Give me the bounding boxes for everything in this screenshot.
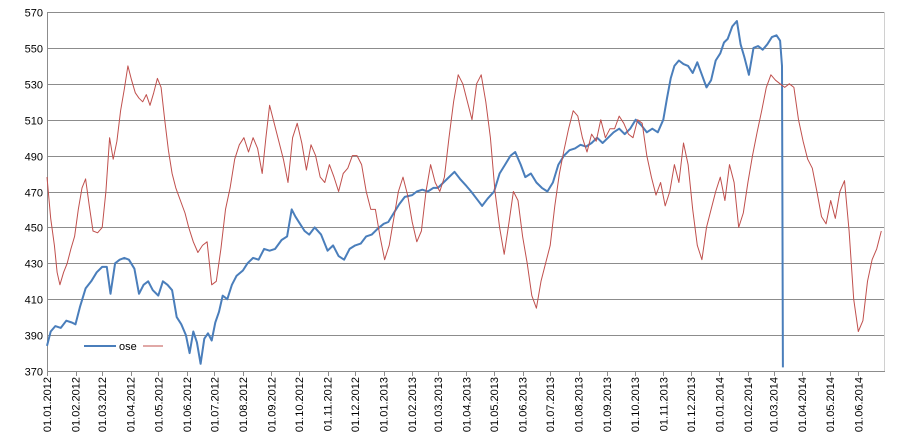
x-tick-label: 01.09.2012 [266, 377, 278, 432]
x-tick-label: 01.05.2012 [153, 377, 165, 432]
gridlines [47, 12, 885, 336]
x-tick-label: 01.06.2012 [182, 377, 194, 432]
y-tick-label: 450 [25, 223, 43, 235]
x-tick-label: 01.05.2013 [489, 377, 501, 432]
x-tick-label: 01.02.2012 [71, 377, 83, 432]
x-tick-label: 01.10.2012 [294, 377, 306, 432]
x-tick-label: 01.01.2013 [379, 377, 391, 432]
x-tick-label: 01.07.2013 [545, 377, 557, 432]
y-tick-label: 490 [25, 152, 43, 164]
x-tick-label: 01.12.2012 [350, 377, 362, 432]
x-tick-label: 01.02.2013 [407, 377, 419, 432]
legend-label-ose: ose [119, 341, 137, 353]
y-tick-label: 550 [25, 44, 43, 56]
x-tick-label: 01.12.2013 [686, 377, 698, 432]
x-axis: 01.01.2012 01.02.2012 01.03.2012 01.04.2012… [42, 371, 885, 432]
y-tick-label: 430 [25, 259, 43, 271]
y-tick-label: 530 [25, 80, 43, 92]
x-tick-label: 01.03.2013 [433, 377, 445, 432]
x-tick-label: 01.06.2014 [853, 377, 865, 432]
y-tick-label: 390 [25, 331, 43, 343]
series-line-ose [46, 20, 784, 368]
x-tick-label: 01.08.2012 [238, 377, 250, 432]
x-tick-label: 01.10.2013 [630, 377, 642, 432]
x-tick-label: 01.01.2014 [714, 377, 726, 432]
x-tick-label: 01.03.2012 [97, 377, 109, 432]
y-tick-label: 470 [25, 188, 43, 200]
x-tick-label: 01.01.2012 [42, 377, 54, 432]
x-tick-label: 01.07.2012 [209, 377, 221, 432]
y-axis: 370 390 410 430 450 470 490 510 530 550 570 [25, 8, 885, 379]
y-tick-label: 510 [25, 116, 43, 128]
x-tick-label: 01.05.2014 [825, 377, 837, 432]
series-lines [46, 20, 882, 368]
y-tick-label: 370 [25, 367, 43, 379]
x-tick-label: 01.04.2012 [126, 377, 138, 432]
y-tick-label: 570 [25, 8, 43, 20]
x-tick-label: 01.11.2013 [658, 377, 670, 431]
x-tick-label: 01.02.2014 [743, 377, 755, 432]
legend: ose [84, 341, 163, 353]
series-line-series-2 [46, 65, 882, 332]
y-tick-label: 410 [25, 295, 43, 307]
x-tick-label: 01.04.2013 [461, 377, 473, 432]
x-tick-label: 01.06.2013 [518, 377, 530, 432]
x-tick-label: 01.03.2014 [769, 377, 781, 432]
x-tick-label: 01.11.2012 [323, 377, 335, 431]
x-tick-label: 01.09.2013 [602, 377, 614, 432]
x-tick-label: 01.08.2013 [574, 377, 586, 432]
x-tick-label: 01.04.2014 [797, 377, 809, 432]
